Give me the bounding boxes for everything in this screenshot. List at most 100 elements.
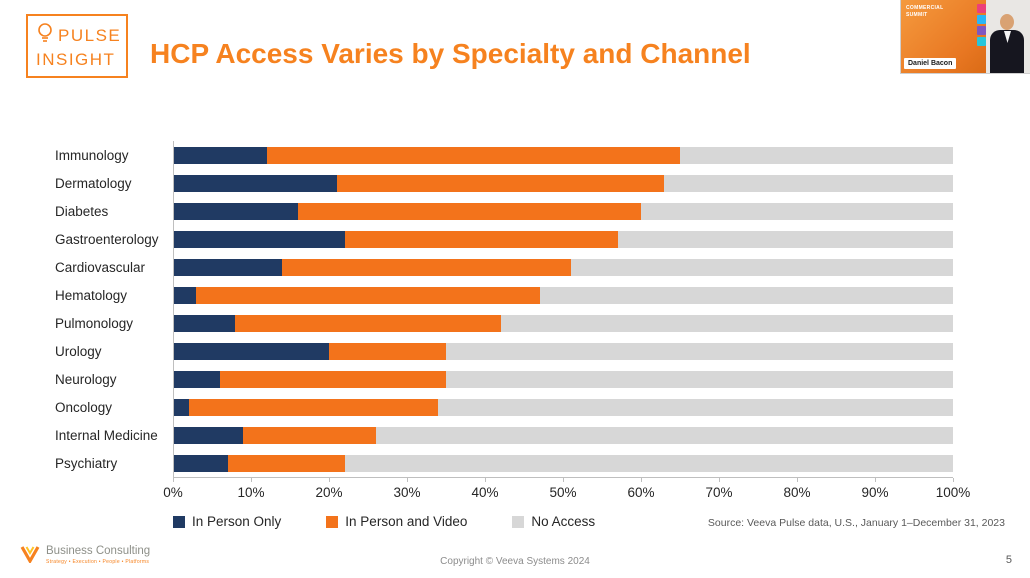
bar-segment-in-person-only xyxy=(173,398,189,416)
chart: Immunology Dermatology Diabetes Gastroenter… xyxy=(55,141,970,503)
bar-segment-no-access xyxy=(617,230,953,248)
business-consulting-tagline: Strategy • Execution • People • Platform… xyxy=(46,559,150,565)
bar-segment-no-access xyxy=(640,202,953,220)
bar-segment-in-person-and-video xyxy=(219,370,446,388)
stacked-bar xyxy=(173,286,953,304)
bar-segment-no-access xyxy=(438,398,953,416)
x-tick-label: 70% xyxy=(705,485,733,500)
legend-swatch xyxy=(512,515,525,528)
x-tick-mark xyxy=(563,478,564,482)
bar-segment-no-access xyxy=(344,454,953,472)
x-tick-label: 100% xyxy=(935,485,971,500)
bar-segment-no-access xyxy=(570,258,953,276)
bar-segment-no-access xyxy=(539,286,953,304)
bar-segment-in-person-only xyxy=(173,202,298,220)
x-tick-label: 10% xyxy=(237,485,265,500)
chart-row: Oncology xyxy=(55,393,953,421)
bar-segment-in-person-and-video xyxy=(196,286,540,304)
stacked-bar xyxy=(173,314,953,332)
bar-segment-in-person-only xyxy=(173,230,345,248)
stacked-bar xyxy=(173,174,953,192)
bar-segment-no-access xyxy=(375,426,953,444)
bar-segment-no-access xyxy=(664,174,953,192)
logo-line-pulse: PULSE xyxy=(58,25,122,45)
x-tick-label: 30% xyxy=(393,485,421,500)
chart-row: Pulmonology xyxy=(55,309,953,337)
bar-segment-in-person-only xyxy=(173,426,244,444)
legend-item: In Person Only xyxy=(173,514,281,529)
presenter-name-label: Daniel Bacon xyxy=(904,58,957,69)
source-note: Source: Veeva Pulse data, U.S., January … xyxy=(707,517,1005,529)
x-tick-mark xyxy=(485,478,486,482)
category-label: Diabetes xyxy=(55,203,109,219)
logo-line-insight: INSIGHT xyxy=(36,49,116,69)
category-label: Dermatology xyxy=(55,175,132,191)
bar-segment-in-person-and-video xyxy=(282,258,571,276)
chart-row: Hematology xyxy=(55,281,953,309)
bar-segment-no-access xyxy=(446,342,953,360)
stacked-bar xyxy=(173,398,953,416)
bar-segment-no-access xyxy=(679,146,953,164)
legend-item: No Access xyxy=(512,514,595,529)
legend-label: In Person Only xyxy=(192,514,282,529)
stacked-bar xyxy=(173,426,953,444)
lightbulb-icon xyxy=(36,22,54,49)
category-label: Psychiatry xyxy=(55,455,118,471)
page-title: HCP Access Varies by Specialty and Chann… xyxy=(150,38,751,69)
presenter-silhouette xyxy=(986,0,1030,73)
x-tick-label: 80% xyxy=(783,485,811,500)
bar-segment-in-person-only xyxy=(173,342,329,360)
stacked-bar xyxy=(173,146,953,164)
bar-segment-in-person-and-video xyxy=(235,314,501,332)
x-tick-mark xyxy=(719,478,720,482)
bar-segment-no-access xyxy=(500,314,953,332)
category-label: Cardiovascular xyxy=(55,259,146,275)
category-label: Pulmonology xyxy=(55,315,134,331)
x-tick-mark xyxy=(641,478,642,482)
x-tick-mark xyxy=(875,478,876,482)
x-tick-label: 20% xyxy=(315,485,343,500)
x-tick-label: 90% xyxy=(861,485,889,500)
stacked-bar xyxy=(173,258,953,276)
copyright-text: Copyright © Veeva Systems 2024 xyxy=(440,556,590,567)
x-axis: 0% 10% 20% 30% 40% 50% 60% 70% 80% 90% 100% xyxy=(163,477,970,503)
bar-segment-in-person-only xyxy=(173,258,283,276)
bar-segment-in-person-only xyxy=(173,370,220,388)
stacked-bar xyxy=(173,202,953,220)
legend-item: In Person and Video xyxy=(326,514,467,529)
bar-segment-in-person-and-video xyxy=(336,174,665,192)
category-label: Internal Medicine xyxy=(55,427,158,443)
category-label: Immunology xyxy=(55,147,129,163)
category-label: Gastroenterology xyxy=(55,231,159,247)
stacked-bar xyxy=(173,454,953,472)
category-label: Urology xyxy=(55,343,102,359)
chart-row: Immunology xyxy=(55,141,953,169)
bar-segment-in-person-and-video xyxy=(227,454,345,472)
chart-row: Cardiovascular xyxy=(55,253,953,281)
x-tick-label: 60% xyxy=(627,485,655,500)
bar-segment-in-person-only xyxy=(173,314,236,332)
chart-row: Urology xyxy=(55,337,953,365)
footer-brand: Business Consulting Strategy • Execution… xyxy=(20,545,150,568)
bar-segment-in-person-only xyxy=(173,174,337,192)
bar-segment-in-person-only xyxy=(173,146,267,164)
legend-swatch xyxy=(173,515,185,528)
chart-row: Dermatology xyxy=(55,169,953,197)
stacked-bar xyxy=(173,370,953,388)
webcam-thumbnail[interactable]: COMMERCIAL SUMMIT Daniel Bacon xyxy=(900,0,1030,74)
x-tick-mark xyxy=(329,478,330,482)
chart-row: Psychiatry xyxy=(55,449,953,477)
chart-row: Diabetes xyxy=(55,197,953,225)
bar-segment-in-person-and-video xyxy=(297,202,641,220)
stacked-bar xyxy=(173,342,953,360)
x-tick-label: 0% xyxy=(163,485,183,500)
bar-segment-in-person-and-video xyxy=(344,230,618,248)
legend-swatch xyxy=(326,515,339,528)
x-tick-label: 40% xyxy=(471,485,499,500)
webcam-brand-strip xyxy=(977,4,986,46)
veeva-logo-icon xyxy=(20,545,40,568)
legend-label: In Person and Video xyxy=(345,514,468,529)
x-tick-mark xyxy=(953,478,954,482)
bar-segment-in-person-only xyxy=(173,286,197,304)
